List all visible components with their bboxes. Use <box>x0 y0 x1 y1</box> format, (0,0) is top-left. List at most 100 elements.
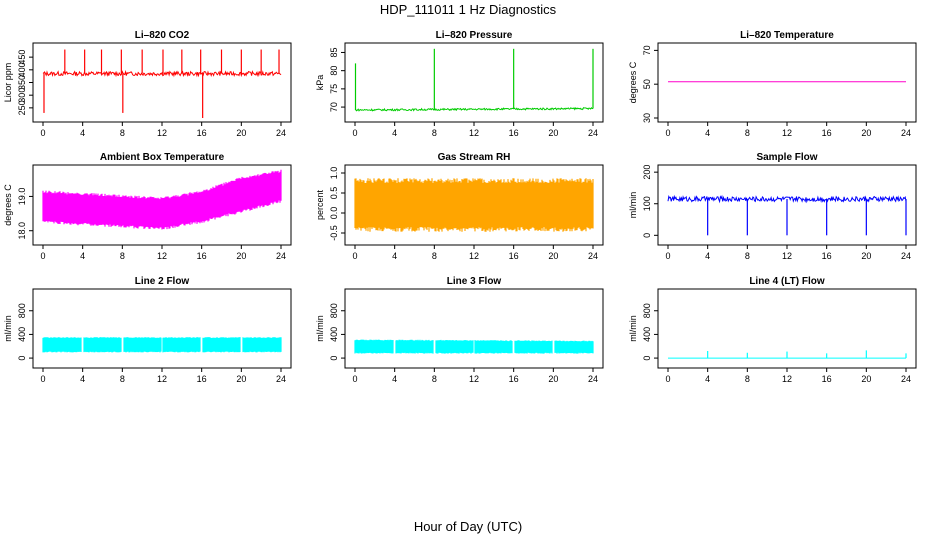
x-tick-label: 16 <box>197 251 207 261</box>
x-tick-label: 20 <box>236 374 246 384</box>
y-tick-label: 400 <box>329 327 339 342</box>
x-tick-label: 8 <box>120 251 125 261</box>
x-tick-label: 4 <box>705 251 710 261</box>
x-axis: 0 4 8 12 16 20 24 <box>40 244 286 261</box>
x-axis: 0 4 8 12 16 20 24 <box>40 121 286 138</box>
panel-title: Ambient Box Temperature <box>100 152 225 163</box>
data-band <box>42 169 282 230</box>
x-tick-label: 0 <box>665 251 670 261</box>
x-tick-label: 24 <box>276 128 286 138</box>
x-tick-label: 8 <box>432 128 437 138</box>
x-tick-label: 20 <box>548 251 558 261</box>
x-tick-label: 16 <box>822 128 832 138</box>
series-line4 <box>668 350 907 359</box>
y-axis: -0.5 0.0 0.5 1.0 <box>329 167 345 241</box>
y-tick-label: 400 <box>642 327 652 342</box>
y-tick-label: 30 <box>642 113 652 123</box>
y-axis-label: Licor ppm <box>3 63 13 103</box>
x-tick-label: 0 <box>40 374 45 384</box>
panel-pressure: Li–820 Pressure kPa 0 4 8 12 16 20 24 70 75 80 85 <box>315 30 604 138</box>
panel-title: Line 2 Flow <box>135 276 190 287</box>
x-tick-label: 0 <box>40 251 45 261</box>
y-axis: 0 400 800 <box>17 303 33 361</box>
x-axis: 0 4 8 12 16 20 24 <box>352 244 598 261</box>
series-line2 <box>42 337 282 353</box>
y-tick-label: 800 <box>329 303 339 318</box>
y-tick-label: 75 <box>329 84 339 94</box>
y-axis-label: degrees C <box>628 61 638 103</box>
x-tick-label: 12 <box>782 374 792 384</box>
x-tick-label: 0 <box>352 374 357 384</box>
y-tick-label: 19.0 <box>17 188 27 206</box>
panel-line4: Line 4 (LT) Flow ml/min 0 4 8 12 16 20 24 0 400 800 <box>628 276 917 384</box>
y-axis: 30 50 70 <box>642 45 658 123</box>
y-tick-label: 400 <box>17 62 27 77</box>
x-tick-label: 20 <box>861 128 871 138</box>
panel-line3: Line 3 Flow ml/min 0 4 8 12 16 20 24 0 400 800 <box>315 276 604 384</box>
y-tick-label: 85 <box>329 47 339 57</box>
x-tick-label: 12 <box>782 128 792 138</box>
panel-line2: Line 2 Flow ml/min 0 4 8 12 16 20 24 0 400 800 <box>3 276 292 384</box>
x-tick-label: 8 <box>432 374 437 384</box>
x-tick-label: 8 <box>745 251 750 261</box>
y-axis: 0 100 200 <box>642 165 658 238</box>
y-tick-label: 0 <box>642 233 652 238</box>
panel-title: Sample Flow <box>756 152 817 163</box>
x-tick-label: 8 <box>432 251 437 261</box>
x-tick-label: 8 <box>745 374 750 384</box>
x-tick-label: 4 <box>392 251 397 261</box>
x-tick-label: 20 <box>548 374 558 384</box>
x-tick-label: 0 <box>665 128 670 138</box>
y-axis-label: ml/min <box>315 315 325 342</box>
x-tick-label: 12 <box>157 128 167 138</box>
y-axis-label: ml/min <box>628 315 638 342</box>
x-tick-label: 16 <box>197 374 207 384</box>
panel-title: Li–820 Temperature <box>740 30 834 41</box>
main-title: HDP_111011 1 Hz Diagnostics <box>380 2 557 17</box>
y-tick-label: 0.0 <box>329 207 339 220</box>
x-tick-label: 24 <box>588 128 598 138</box>
panel-title: Line 4 (LT) Flow <box>749 276 825 287</box>
y-axis-label: ml/min <box>628 192 638 219</box>
x-tick-label: 20 <box>548 128 558 138</box>
panel-title: Line 3 Flow <box>447 276 502 287</box>
panel-ambient: Ambient Box Temperature degrees C 0 4 8 12 16 2… <box>3 152 292 261</box>
x-tick-label: 0 <box>352 128 357 138</box>
y-tick-label: 450 <box>17 50 27 65</box>
y-tick-label: 800 <box>17 303 27 318</box>
y-tick-label: 200 <box>642 165 652 180</box>
x-tick-label: 4 <box>80 374 85 384</box>
y-axis-label: degrees C <box>3 184 13 226</box>
y-tick-label: 250 <box>17 100 27 115</box>
y-axis-label: percent <box>315 189 325 220</box>
x-tick-label: 16 <box>197 128 207 138</box>
data-band <box>42 337 282 353</box>
x-tick-label: 4 <box>80 251 85 261</box>
x-tick-label: 24 <box>588 374 598 384</box>
x-axis: 0 4 8 12 16 20 24 <box>352 367 598 384</box>
x-tick-label: 24 <box>276 251 286 261</box>
x-tick-label: 24 <box>276 374 286 384</box>
y-axis: 70 75 80 85 <box>329 47 345 112</box>
x-tick-label: 24 <box>588 251 598 261</box>
series-sample <box>667 194 907 236</box>
x-tick-label: 8 <box>120 128 125 138</box>
y-axis: 18.0 19.0 <box>17 188 33 239</box>
panel-temp: Li–820 Temperature degrees C 0 4 8 12 16 20 24 30… <box>628 30 917 138</box>
x-tick-label: 12 <box>469 251 479 261</box>
data-line <box>354 107 594 112</box>
panel-title: Li–820 Pressure <box>436 30 513 41</box>
x-tick-label: 24 <box>901 251 911 261</box>
x-tick-label: 12 <box>469 128 479 138</box>
plot-frame <box>657 42 917 123</box>
x-tick-label: 24 <box>901 128 911 138</box>
x-tick-label: 20 <box>236 128 246 138</box>
y-axis-label: kPa <box>315 75 325 91</box>
data-band <box>354 339 594 354</box>
x-axis: 0 4 8 12 16 20 24 <box>665 244 911 261</box>
x-tick-label: 20 <box>861 251 871 261</box>
x-axis-label: Hour of Day (UTC) <box>414 519 522 534</box>
x-axis: 0 4 8 12 16 20 24 <box>40 367 286 384</box>
x-tick-label: 4 <box>80 128 85 138</box>
